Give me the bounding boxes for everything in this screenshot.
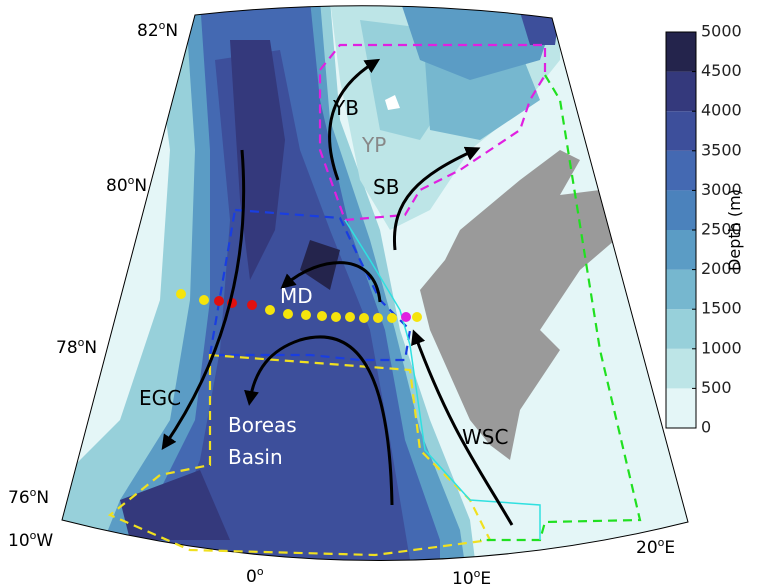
region-label: YP	[361, 133, 386, 157]
longitude-label: 0o	[246, 565, 264, 587]
map-frame	[61, 5, 689, 561]
colorbar-swatch	[666, 269, 696, 310]
colorbar-tick-label: 500	[701, 378, 732, 397]
colorbar-swatch	[666, 348, 696, 389]
colorbar-tick-label: 1000	[701, 338, 742, 357]
longitude-label: 10oW	[8, 529, 53, 551]
longitude-label: 10oE	[452, 567, 491, 588]
colorbar-swatch	[666, 309, 696, 349]
colorbar-tick-label: 4000	[701, 101, 742, 120]
colorbar-tick-label: 2000	[701, 259, 742, 278]
colorbar-swatch	[666, 32, 696, 72]
colorbar-swatch	[666, 230, 696, 270]
basin-label: Boreas	[228, 413, 297, 437]
region-labels: YB YP SB MD EGC WSC Boreas Basin	[139, 96, 508, 469]
colorbar-tick-label: 2500	[701, 220, 742, 239]
colorbar-swatch	[666, 111, 696, 151]
colorbar-swatch	[666, 71, 696, 112]
latitude-label: 76oN	[8, 486, 49, 508]
colorbar-swatch	[666, 388, 696, 428]
colorbar-tick-label: 4500	[701, 61, 742, 80]
region-label: MD	[280, 284, 313, 308]
longitude-label: 20oE	[636, 536, 675, 558]
region-label: YB	[332, 96, 359, 120]
region-label: SB	[373, 175, 399, 199]
region-outlines	[107, 43, 642, 557]
current-arrows	[161, 58, 514, 526]
colorbar-tick-label: 3000	[701, 180, 742, 199]
colorbar-tick-label: 3500	[701, 140, 742, 159]
latitude-label: 80oN	[106, 174, 147, 196]
latitude-label: 78oN	[56, 336, 97, 358]
colorbar-tick-label: 5000	[701, 22, 742, 41]
colorbar-tick-label: 0	[701, 418, 711, 437]
colorbar-swatch	[666, 150, 696, 191]
basin-label: Basin	[228, 445, 283, 469]
coordinate-labels: 82oN 80oN 78oN 76oN 10oW 0o 10oE 20oE	[8, 19, 675, 588]
colorbar-tick-label: 1500	[701, 299, 742, 318]
region-label: EGC	[139, 386, 181, 410]
region-label: WSC	[462, 425, 508, 449]
colorbar-swatch	[666, 190, 696, 230]
latitude-label: 82oN	[137, 19, 178, 41]
colorbar: 0 500 1000 1500 2000 2500 3000 3500 4000 4500 5000	[665, 22, 742, 437]
colorbar-title: Depth (m)	[725, 189, 744, 271]
